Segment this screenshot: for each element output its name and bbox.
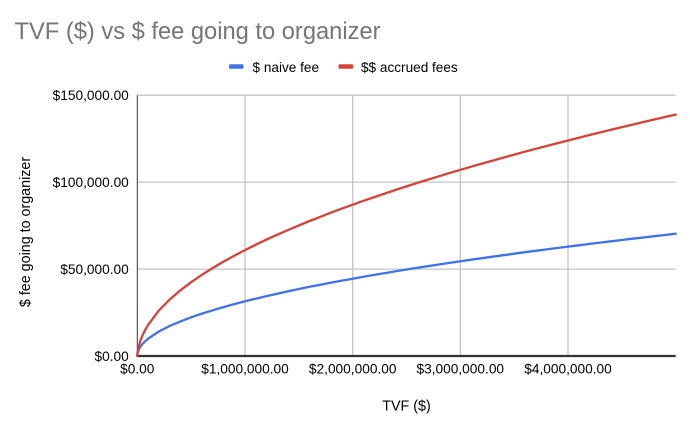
svg-text:$100,000.00: $100,000.00 xyxy=(53,175,130,190)
svg-text:$1,000,000.00: $1,000,000.00 xyxy=(201,361,289,376)
svg-text:$0.00: $0.00 xyxy=(120,361,155,376)
svg-text:$2,000,000.00: $2,000,000.00 xyxy=(309,361,397,376)
svg-text:TVF ($) vs $ fee going to orga: TVF ($) vs $ fee going to organizer xyxy=(15,19,381,45)
svg-text:$50,000.00: $50,000.00 xyxy=(60,262,129,277)
svg-text:$4,000,000.00: $4,000,000.00 xyxy=(524,361,612,376)
svg-text:$ fee going to organizer: $ fee going to organizer xyxy=(18,157,34,307)
svg-text:$ naive fee: $ naive fee xyxy=(253,60,320,75)
svg-text:$0.00: $0.00 xyxy=(95,349,130,364)
svg-text:$150,000.00: $150,000.00 xyxy=(53,88,130,103)
svg-text:TVF ($): TVF ($) xyxy=(382,399,430,415)
svg-text:$3,000,000.00: $3,000,000.00 xyxy=(417,361,505,376)
svg-text:$$ accrued fees: $$ accrued fees xyxy=(361,60,458,75)
